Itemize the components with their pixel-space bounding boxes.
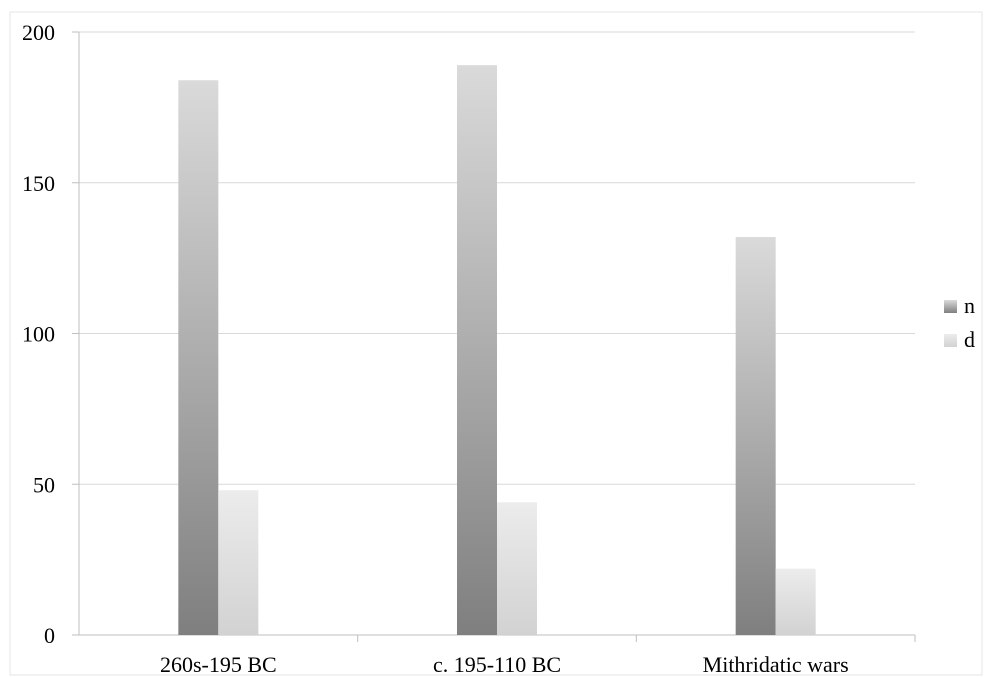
y-tick-label: 100 bbox=[22, 322, 55, 347]
y-tick-label: 0 bbox=[44, 623, 55, 648]
legend: nd bbox=[944, 293, 975, 352]
chart-frame bbox=[9, 11, 983, 676]
legend-label-n: n bbox=[964, 293, 975, 318]
tick-labels: 0 50 100 150 200 260s-195 BC c. 195-110 BC Mith… bbox=[22, 20, 849, 677]
bar-n-0 bbox=[178, 80, 219, 636]
bars bbox=[178, 65, 816, 636]
bar-n-2 bbox=[735, 237, 776, 635]
legend-swatch-n bbox=[944, 300, 957, 313]
x-tick-label: c. 195-110 BC bbox=[433, 652, 561, 677]
y-tick-label: 50 bbox=[33, 472, 55, 497]
legend-swatch-d bbox=[944, 334, 957, 347]
bar-d-2 bbox=[775, 568, 816, 635]
legend-label-d: d bbox=[964, 327, 975, 352]
x-tick-label: Mithridatic wars bbox=[703, 652, 849, 677]
y-tick-label: 200 bbox=[22, 20, 55, 45]
bar-n-1 bbox=[457, 65, 497, 636]
y-tick-label: 150 bbox=[22, 171, 55, 196]
bar-d-0 bbox=[218, 490, 259, 635]
x-tick-label: 260s-195 BC bbox=[160, 652, 277, 677]
bar-d-1 bbox=[497, 502, 537, 635]
